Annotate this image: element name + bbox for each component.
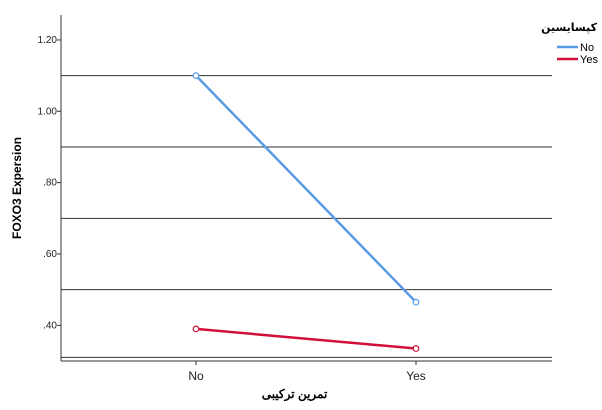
y-tick-label: .80 xyxy=(43,178,57,189)
series-line xyxy=(195,327,417,350)
data-point xyxy=(412,298,420,306)
y-axis-title: FOXO3 Expersion xyxy=(10,137,24,239)
gridlines xyxy=(61,75,552,358)
x-axis-title: تمرین ترکیبی xyxy=(262,387,328,402)
y-tick-label: 1.20 xyxy=(38,35,58,46)
x-ticks: No Yes xyxy=(188,361,426,383)
y-ticks: .40 .60 .80 1.00 1.20 xyxy=(38,35,61,331)
legend-label: No xyxy=(580,42,594,54)
data-point xyxy=(192,72,200,80)
legend-label: Yes xyxy=(580,54,598,66)
legend-title: کپسایسین xyxy=(541,21,598,34)
x-tick-label: Yes xyxy=(406,369,426,383)
x-tick-label: No xyxy=(188,369,204,383)
series-line xyxy=(195,74,417,304)
y-tick-label: 1.00 xyxy=(38,106,58,117)
data-point xyxy=(412,345,420,352)
data-point xyxy=(192,325,200,333)
series xyxy=(192,72,420,352)
y-tick-label: .60 xyxy=(43,249,57,260)
y-tick-label: .40 xyxy=(43,320,57,331)
